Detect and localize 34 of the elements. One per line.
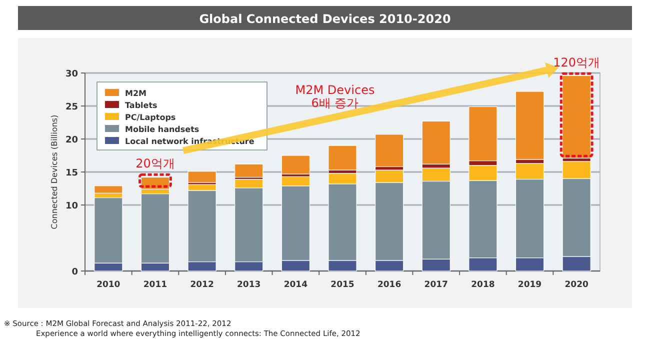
x-tick-label: 2013 [237,280,261,290]
chart-title: Global Connected Devices 2010-2020 [199,12,451,26]
x-tick-label: 2014 [284,280,308,290]
annotation: 20억개 [136,156,175,171]
x-tick-label: 2019 [518,280,542,290]
x-tick-label: 2011 [143,280,168,290]
y-tick-label: 30 [65,70,78,80]
y-tick-label: 0 [72,268,78,278]
x-tick-label: 2017 [424,280,448,290]
bar [234,164,264,178]
bar [515,91,544,160]
x-tick-label: 2020 [564,280,588,290]
legend-label: Mobile handsets [125,125,200,134]
x-tick-label: 2012 [190,280,214,290]
y-axis-title: Connected Devices (Billions) [50,114,59,230]
y-tick-label: 20 [65,136,78,146]
bar [188,171,216,183]
x-tick-label: 2016 [377,280,402,290]
bar [422,120,450,164]
bar [468,106,498,162]
bar [374,134,404,168]
bar [281,155,310,174]
legend-label: PC/Laptops [125,113,176,122]
x-tick-label: 2018 [471,280,495,290]
y-tick-label: 15 [65,168,78,178]
annotation: M2M Devices 6배 증가 [295,83,375,110]
x-tick-label: 2010 [96,280,120,290]
y-tick-label: 10 [65,202,78,212]
y-tick-label: 25 [65,102,78,112]
annotation: 120억개 [553,56,600,70]
bar [328,145,357,170]
legend-label: Tablets [125,101,158,110]
legend-label: M2M [125,89,147,98]
x-tick-label: 2015 [330,280,354,290]
